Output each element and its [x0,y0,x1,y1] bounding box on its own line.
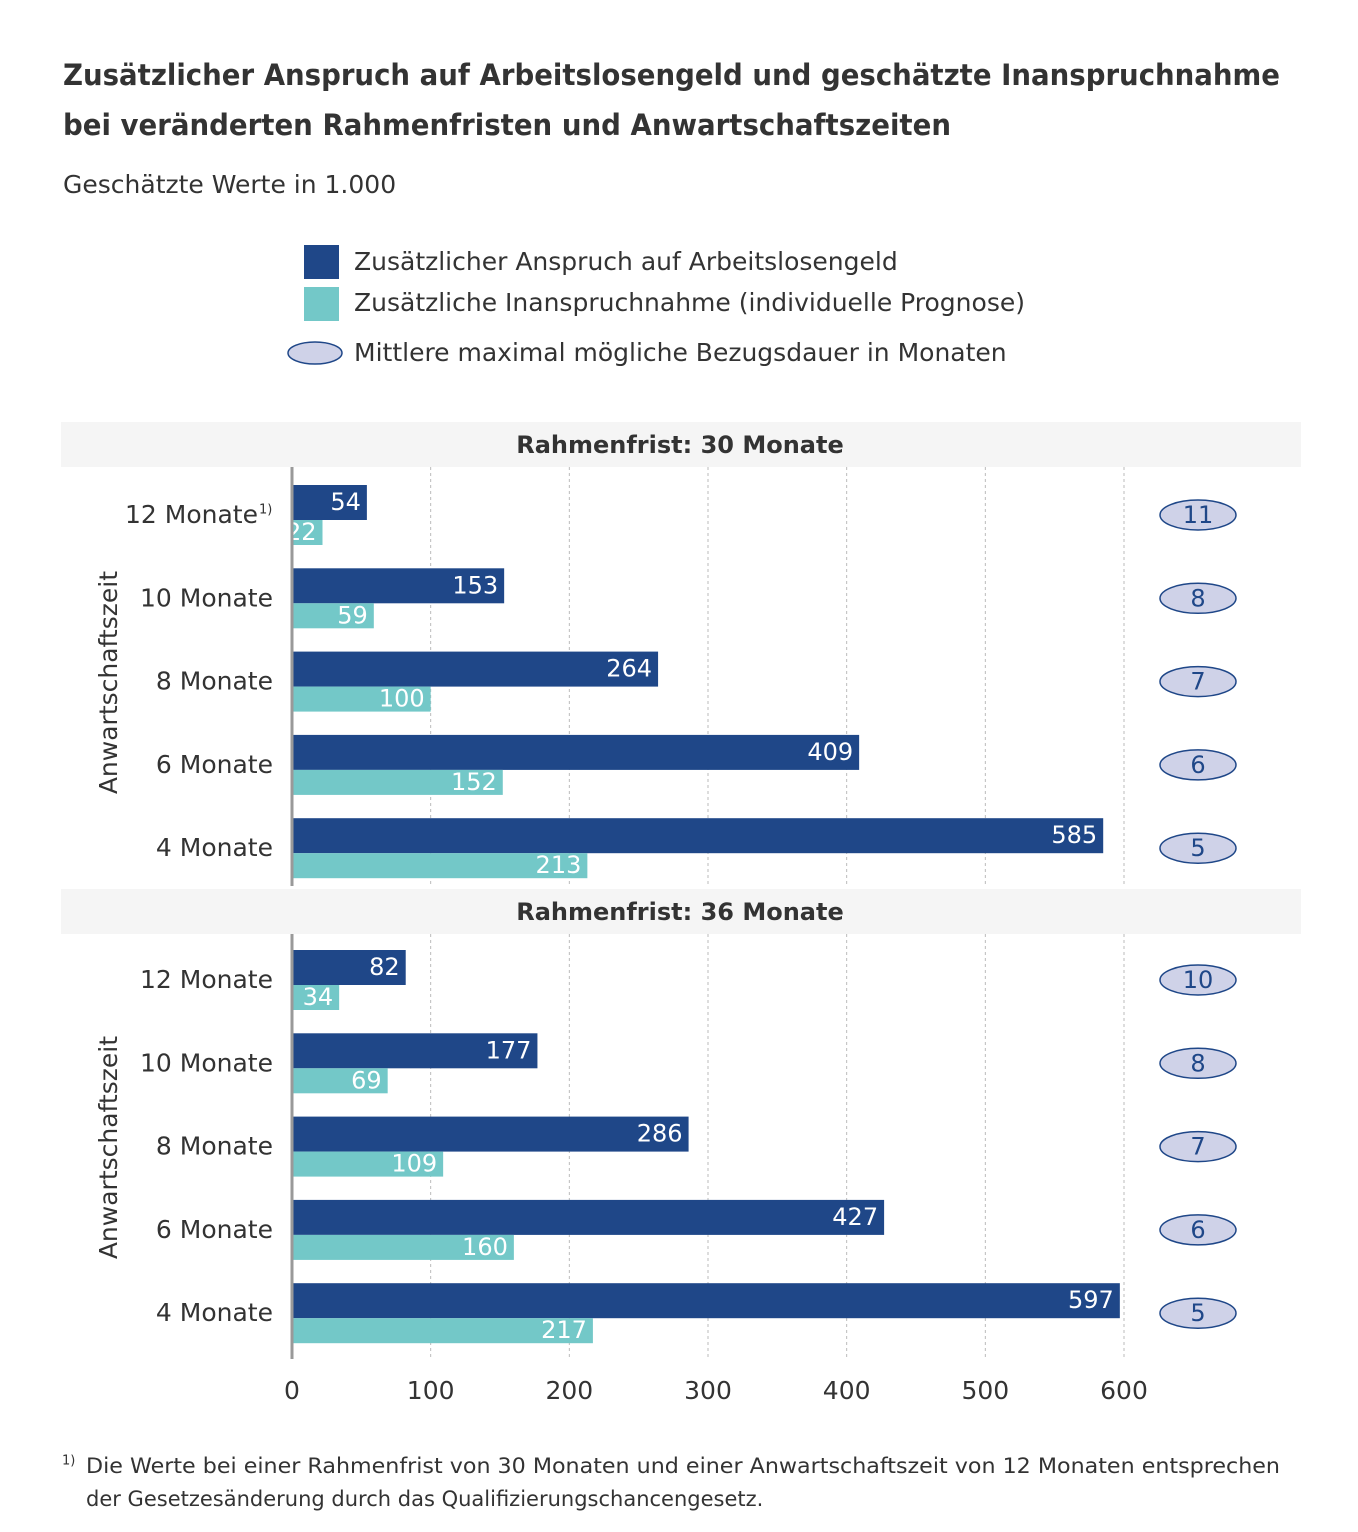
duration-marker [1159,749,1237,781]
bar [292,1151,444,1177]
x-tick-label: 400 [823,1376,871,1405]
bar [292,1199,885,1235]
duration-marker [1159,1214,1237,1246]
bar [292,1068,388,1094]
bar [292,1234,514,1260]
y-tick-label: 10 Monate [140,1048,273,1077]
duration-marker [1159,1047,1237,1080]
data-label: 409 [807,738,853,766]
data-label: 54 [330,488,361,516]
bar [292,485,367,520]
data-label: 597 [1068,1286,1114,1314]
bar [292,1116,689,1152]
y-tick-label: 10 Monate [140,583,273,612]
duration-marker [1159,1130,1237,1163]
y-tick-label: 12 Monate [140,965,273,994]
duration-marker [1159,582,1237,615]
duration-marker [1159,964,1237,996]
data-label: 177 [486,1036,532,1064]
panel-title: Rahmenfrist: 30 Monate [516,431,844,459]
bar [292,1283,1120,1319]
data-label: 286 [637,1120,683,1148]
legend-label: Mittlere maximal mögliche Bezugsdauer in… [354,338,1007,367]
duration-marker [1159,832,1237,864]
data-label: 213 [536,851,582,879]
y-axis-label: Anwartschaftszeit [94,1036,123,1259]
bar [292,769,503,795]
bar [292,950,406,985]
duration-marker [1159,1297,1237,1329]
y-tick-label: 6 Monate [156,750,273,779]
duration-marker [1159,665,1237,698]
panel-header [61,889,1301,934]
data-label: 153 [452,571,498,599]
data-label: 160 [462,1233,508,1261]
bar [292,985,340,1010]
bar [292,853,588,879]
bar [292,1033,538,1069]
duration-label: 6 [1190,1216,1205,1244]
bar [292,603,374,629]
legend-label: Zusätzliche Inanspruchnahme (individuell… [354,288,1025,317]
bar [292,568,505,604]
duration-label: 8 [1190,1049,1205,1077]
footnote: der Gesetzesänderung durch das Qualifizi… [86,1487,763,1511]
chart-title: Zusätzlicher Anspruch auf Arbeitslosenge… [63,58,1280,92]
duration-marker [1159,499,1237,531]
legend-label: Zusätzlicher Anspruch auf Arbeitslosenge… [354,247,898,276]
data-label: 152 [451,768,497,796]
bar [292,1318,593,1344]
data-label: 34 [303,983,334,1011]
footnote: Die Werte bei einer Rahmenfrist von 30 M… [86,1454,1280,1478]
y-tick-label: 4 Monate [156,833,273,862]
footnote-marker: 1) [259,503,272,518]
duration-label: 8 [1190,584,1205,612]
duration-label: 6 [1190,751,1205,779]
data-label: 82 [369,953,400,981]
data-label: 264 [606,655,652,683]
panel-title: Rahmenfrist: 36 Monate [516,898,844,926]
x-tick-label: 200 [545,1376,593,1405]
y-tick-label: 4 Monate [156,1298,273,1327]
legend-swatch [304,245,339,279]
x-tick-label: 0 [284,1376,300,1405]
bar [292,734,860,770]
legend-swatch [304,287,339,321]
y-axis-label: Anwartschaftszeit [94,571,123,794]
bar [292,686,431,712]
data-label: 109 [391,1150,437,1178]
data-label: 217 [541,1316,587,1344]
panel-header [61,422,1301,467]
bar [292,520,323,545]
bar [292,818,1104,854]
legend-swatch [287,341,343,365]
duration-label: 11 [1183,501,1214,529]
data-label: 427 [832,1203,878,1231]
chart-title: bei veränderten Rahmenfristen und Anwart… [63,108,951,142]
duration-label: 7 [1190,1133,1205,1161]
y-tick-label: 8 Monate [156,1132,273,1161]
y-tick-label: 6 Monate [156,1215,273,1244]
x-tick-label: 600 [1100,1376,1148,1405]
x-tick-label: 100 [407,1376,455,1405]
duration-label: 5 [1190,834,1205,862]
duration-label: 7 [1190,668,1205,696]
x-tick-label: 300 [684,1376,732,1405]
data-label: 585 [1051,821,1097,849]
chart-subtitle: Geschätzte Werte in 1.000 [63,170,396,199]
data-label: 59 [337,601,368,629]
x-tick-label: 500 [961,1376,1009,1405]
duration-label: 5 [1190,1299,1205,1327]
data-label: 100 [379,685,425,713]
bar [292,651,659,687]
duration-label: 10 [1183,966,1214,994]
footnote-marker: 1) [62,1454,75,1469]
y-tick-label: 8 Monate [156,667,273,696]
y-tick-label: 12 Monate [125,500,258,529]
data-label: 69 [351,1066,382,1094]
